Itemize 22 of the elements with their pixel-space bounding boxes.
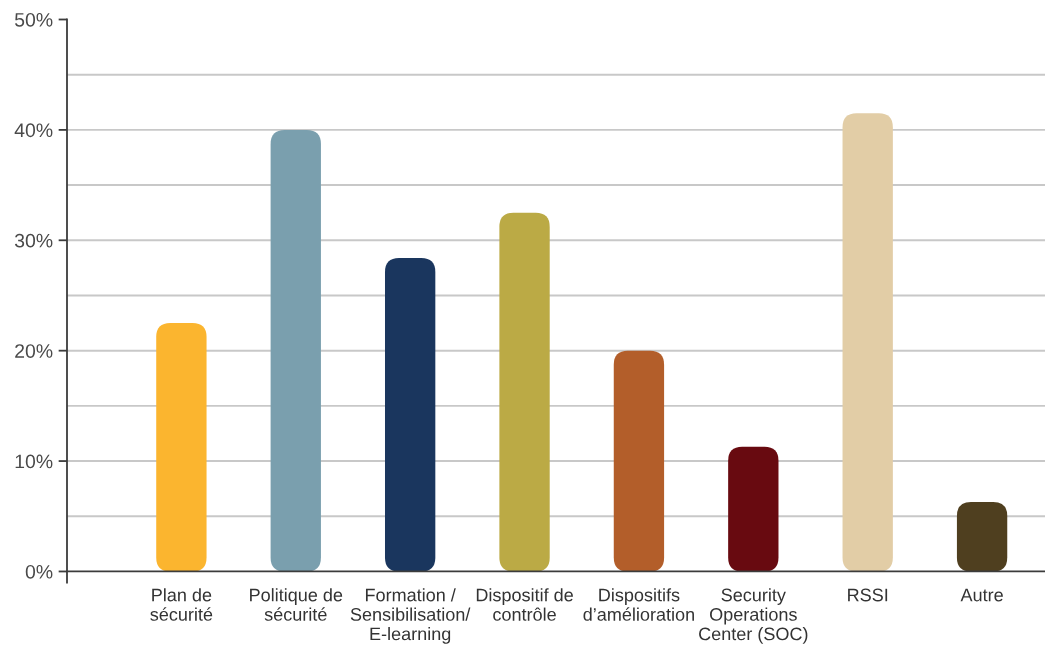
- x-tick-label: RSSI: [848, 588, 888, 602]
- bar: [270, 129, 321, 572]
- x-tick-label: Security Operations Center (SOC): [699, 588, 808, 644]
- y-tick-label: 20%: [15, 344, 53, 358]
- bar: [499, 212, 550, 572]
- bar: [156, 323, 207, 572]
- bar: [728, 446, 779, 572]
- y-tick-label: 10%: [15, 454, 53, 469]
- bar: [842, 113, 893, 572]
- x-tick-label: Dispositif de contrôle: [476, 588, 573, 621]
- y-tick-label: 40%: [14, 123, 53, 138]
- y-tick-label: 0%: [25, 564, 53, 579]
- x-tick-label: Formation / Sensibilisation/ E-learning: [350, 588, 471, 644]
- y-tick-label: 30%: [14, 233, 53, 248]
- x-tick-label: Plan de sécurité: [150, 588, 213, 621]
- bar: [613, 350, 665, 572]
- y-tick-label: 50%: [14, 12, 53, 27]
- bar: [384, 257, 436, 572]
- bar: [956, 501, 1008, 572]
- x-tick-label: Politique de sécurité: [250, 588, 343, 621]
- x-tick-label: Dispositifs d’amélioration: [583, 588, 694, 621]
- x-tick-label: Autre: [960, 588, 1003, 602]
